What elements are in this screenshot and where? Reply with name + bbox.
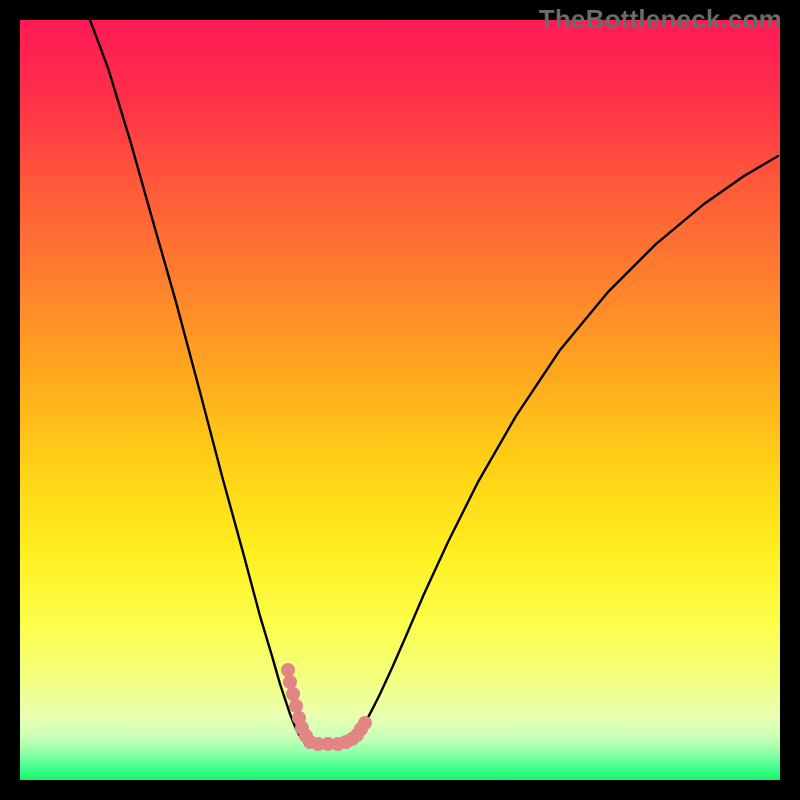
marker-dot	[289, 699, 303, 713]
marker-dot	[358, 716, 372, 730]
plot-background	[20, 20, 780, 780]
bottleneck-chart	[0, 0, 800, 800]
marker-dot	[286, 687, 300, 701]
watermark-text: TheBottleneck.com	[539, 4, 782, 35]
marker-dot	[283, 675, 297, 689]
marker-dot	[281, 663, 295, 677]
